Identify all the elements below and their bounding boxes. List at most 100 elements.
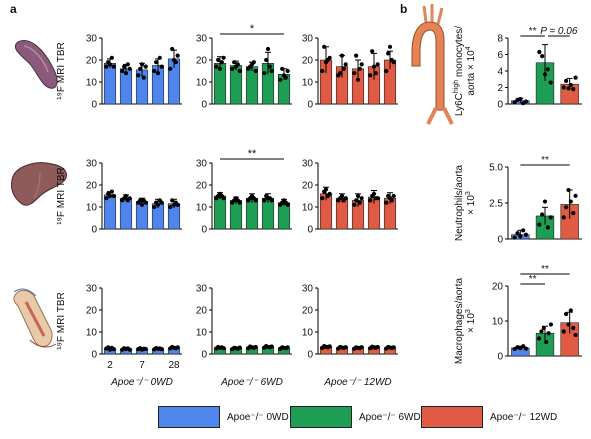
- data-point: [540, 212, 545, 217]
- y-tick-label: 0: [497, 100, 503, 111]
- data-point: [262, 71, 267, 76]
- x-tick-label: 7: [139, 360, 145, 371]
- y-tick-label: 30: [302, 284, 314, 295]
- y-axis-title-part: aorta × 10: [466, 50, 477, 96]
- data-point: [127, 196, 132, 201]
- y-tick-label: 10: [196, 78, 208, 89]
- y-tick-label: 2: [497, 83, 503, 94]
- data-point: [389, 198, 394, 203]
- legend-item-12wd: Apoe⁻/⁻ 12WD: [421, 405, 557, 429]
- y-tick-label: 10: [302, 78, 314, 89]
- y-tick-label: 30: [86, 34, 98, 45]
- data-point: [221, 196, 226, 201]
- data-point: [371, 191, 377, 196]
- data-point: [173, 60, 178, 65]
- data-point: [391, 60, 396, 65]
- bar-chart-spleen-6wd: 0 10 20 30 *: [196, 23, 292, 111]
- y-axis-title-part: Ly6C: [454, 93, 465, 116]
- y-tick-label: 10: [86, 78, 98, 89]
- bar: [229, 200, 243, 230]
- data-point: [564, 311, 569, 317]
- data-point: [175, 53, 180, 58]
- data-point: [566, 86, 571, 91]
- y-tick-label: 10: [86, 203, 98, 214]
- data-point: [170, 46, 175, 52]
- legend-label-6wd: Apoe⁻/⁻ 6WD: [359, 411, 421, 423]
- data-point: [323, 187, 329, 192]
- y-tick-label: 0: [307, 350, 313, 361]
- data-point: [264, 57, 269, 63]
- data-point: [237, 345, 242, 350]
- legend-swatch-12wd: [421, 406, 483, 428]
- data-point: [221, 346, 226, 351]
- bar: [245, 197, 259, 230]
- y-tick-label: 0: [91, 350, 97, 361]
- data-point: [339, 193, 345, 199]
- data-point: [143, 200, 148, 205]
- data-point: [542, 199, 548, 204]
- data-point: [512, 235, 517, 240]
- data-point: [253, 198, 258, 203]
- legend-label-0wd: Apoe⁻/⁻ 0WD: [227, 411, 289, 423]
- data-point: [375, 196, 380, 201]
- data-point: [141, 75, 146, 80]
- data-point: [568, 199, 573, 204]
- y-tick-label: 10: [196, 328, 208, 339]
- bar: [335, 197, 349, 230]
- y-axis-title-sup: 4: [465, 46, 472, 50]
- bar-chart-liver-12wd: 0 10 20 30: [302, 159, 398, 236]
- y-tick-label: 30: [302, 34, 314, 45]
- data-point: [518, 234, 523, 239]
- y-tick-label: 30: [196, 159, 208, 170]
- data-point: [523, 99, 529, 104]
- data-point: [521, 344, 526, 349]
- data-point: [320, 196, 325, 201]
- data-point: [571, 87, 576, 92]
- data-point: [170, 198, 175, 203]
- data-point: [143, 346, 148, 352]
- y-tick-label: 20: [196, 181, 208, 192]
- data-point: [355, 77, 361, 82]
- data-point: [127, 347, 132, 352]
- y-tick-label: 30: [86, 159, 98, 170]
- y-tick-label: 0: [497, 235, 503, 246]
- y-tick-label: 0: [307, 100, 313, 111]
- panel-label-b: b: [400, 2, 407, 16]
- significance-label: **: [529, 274, 537, 285]
- y-tick-label: 0: [201, 225, 207, 236]
- legend: Apoe⁻/⁻ 0WD Apoe⁻/⁻ 6WD Apoe⁻/⁻ 12WD: [0, 405, 591, 435]
- data-point: [155, 202, 161, 207]
- data-point: [339, 53, 345, 58]
- y-tick-label: 6: [497, 50, 503, 61]
- legend-label-12wd: Apoe⁻/⁻ 12WD: [490, 411, 558, 423]
- data-point: [138, 66, 143, 71]
- y-axis-title-line2: × 103: [465, 309, 477, 333]
- data-point: [373, 71, 378, 76]
- data-point: [368, 73, 373, 78]
- y-axis-title-line2: × 103: [465, 191, 477, 215]
- y-tick-label: 20: [302, 56, 314, 67]
- x-group-label: Apoe⁻/⁻ 6WD: [220, 377, 283, 388]
- data-point: [232, 60, 237, 65]
- data-point: [564, 78, 569, 83]
- data-point: [518, 96, 523, 102]
- data-point: [159, 200, 164, 205]
- data-point: [566, 322, 571, 327]
- y-tick-label: 8: [497, 34, 503, 45]
- data-point: [159, 347, 164, 352]
- bar-chart-bone-marrow-6wd: 0 10 20 30 Apoe⁻/⁻ 6WD: [196, 284, 292, 388]
- data-point: [371, 64, 377, 69]
- y-axis-title: ¹⁹F MRI TBR: [56, 167, 67, 224]
- y-axis-title-part: monocytes/: [454, 26, 465, 80]
- y-axis-title: ¹⁹F MRI TBR: [56, 292, 67, 349]
- bar-chart-bone-marrow-12wd: 0 10 20 30 Apoe⁻/⁻ 12WD: [302, 284, 398, 388]
- data-point: [253, 344, 258, 350]
- data-point: [237, 200, 242, 205]
- data-point: [230, 66, 235, 71]
- bar-chart-neutrophils: 0 2.5 5.0 Neutrophils/aorta × 103 **: [454, 155, 582, 246]
- y-tick-label: 2.5: [489, 199, 503, 210]
- data-point: [154, 60, 159, 65]
- data-point: [269, 344, 274, 349]
- data-point: [237, 68, 242, 74]
- y-tick-label: 20: [86, 56, 98, 67]
